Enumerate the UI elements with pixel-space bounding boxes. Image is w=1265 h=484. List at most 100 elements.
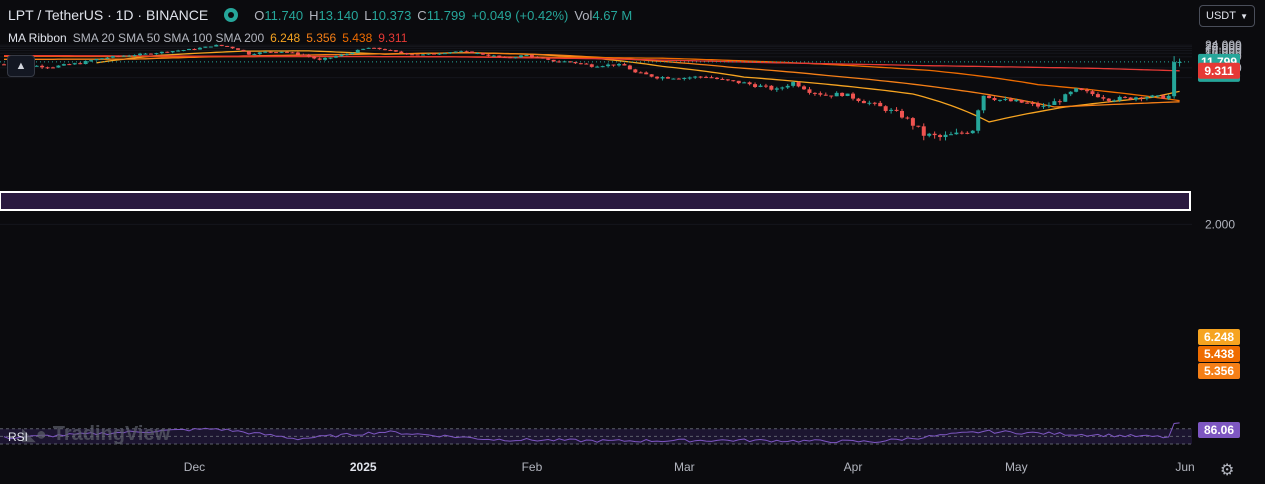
candle-body[interactable] (361, 48, 366, 50)
candle-body[interactable] (1063, 94, 1068, 102)
candle-body[interactable] (851, 93, 856, 99)
candle-body[interactable] (698, 76, 703, 78)
candle-body[interactable] (437, 53, 442, 55)
candle-body[interactable] (627, 65, 632, 70)
candle-body[interactable] (203, 46, 208, 48)
candle-body[interactable] (867, 102, 872, 104)
candle-body[interactable] (709, 77, 714, 79)
candle-body[interactable] (426, 53, 431, 55)
candle-body[interactable] (382, 49, 387, 51)
candle-body[interactable] (502, 56, 507, 58)
candle-body[interactable] (181, 50, 186, 52)
candle-body[interactable] (72, 63, 77, 65)
candle-body[interactable] (121, 55, 126, 57)
candle-body[interactable] (976, 110, 981, 131)
symbol-title[interactable]: LPT / TetherUS · 1D · BINANCE (8, 7, 209, 23)
candle-body[interactable] (524, 55, 529, 57)
candle-body[interactable] (725, 79, 730, 81)
candle-body[interactable] (769, 85, 774, 90)
candle-body[interactable] (1068, 91, 1073, 95)
candle-body[interactable] (992, 98, 997, 101)
candle-body[interactable] (796, 82, 801, 87)
candle-body[interactable] (638, 72, 643, 74)
candle-body[interactable] (948, 134, 953, 136)
candle-body[interactable] (899, 110, 904, 118)
candle-body[interactable] (938, 135, 943, 138)
candle-body[interactable] (491, 55, 496, 57)
candle-body[interactable] (442, 53, 447, 55)
candle-body[interactable] (840, 92, 845, 97)
candle-body[interactable] (480, 52, 485, 55)
candle-body[interactable] (845, 93, 850, 97)
candle-body[interactable] (1052, 101, 1057, 105)
candle-body[interactable] (268, 51, 273, 53)
candle-body[interactable] (1134, 97, 1139, 100)
candle-body[interactable] (807, 89, 812, 93)
candle-body[interactable] (148, 53, 153, 55)
candle-body[interactable] (1014, 100, 1019, 102)
candle-body[interactable] (252, 54, 257, 56)
candle-body[interactable] (459, 51, 464, 53)
candle-body[interactable] (791, 82, 796, 86)
candle-body[interactable] (312, 56, 317, 59)
candle-body[interactable] (856, 98, 861, 102)
candle-body[interactable] (317, 58, 322, 60)
candle-body[interactable] (932, 133, 937, 136)
candle-body[interactable] (197, 47, 202, 50)
rsi-label[interactable]: RSI (8, 430, 29, 444)
candle-body[interactable] (529, 55, 534, 58)
candle-body[interactable] (475, 52, 480, 54)
candle-body[interactable] (682, 77, 687, 79)
candle-body[interactable] (94, 58, 99, 61)
candle-body[interactable] (671, 78, 676, 80)
candle-body[interactable] (714, 77, 719, 79)
candle-body[interactable] (192, 48, 197, 50)
candle-body[interactable] (780, 87, 785, 89)
candle-body[interactable] (45, 67, 50, 69)
candle-body[interactable] (889, 109, 894, 111)
candle-body[interactable] (568, 61, 573, 63)
candle-body[interactable] (116, 56, 121, 58)
collapse-legend-button[interactable]: ▲ (7, 55, 35, 77)
candle-body[interactable] (34, 65, 39, 67)
candle-body[interactable] (758, 85, 763, 87)
candle-body[interactable] (214, 44, 219, 47)
candle-body[interactable] (127, 55, 132, 57)
candle-body[interactable] (1112, 100, 1117, 102)
resistance-zone[interactable] (0, 191, 1191, 211)
candle-body[interactable] (704, 76, 709, 78)
candle-body[interactable] (970, 130, 975, 134)
candle-body[interactable] (372, 47, 377, 49)
candle-body[interactable] (1095, 94, 1100, 98)
candle-body[interactable] (731, 80, 736, 82)
candle-body[interactable] (878, 102, 883, 107)
candle-body[interactable] (295, 52, 300, 55)
candle-body[interactable] (366, 47, 371, 49)
candle-body[interactable] (959, 132, 964, 134)
candle-body[interactable] (83, 60, 88, 65)
candle-body[interactable] (606, 64, 611, 67)
candle-body[interactable] (1101, 97, 1106, 99)
candle-body[interactable] (1025, 102, 1030, 104)
gear-icon[interactable]: ⚙ (1220, 462, 1235, 479)
candle-body[interactable] (589, 64, 594, 67)
candle-body[interactable] (1117, 96, 1122, 101)
candle-body[interactable] (187, 48, 192, 51)
candle-body[interactable] (486, 54, 491, 56)
candle-body[interactable] (551, 59, 556, 62)
candle-body[interactable] (1166, 95, 1171, 99)
candle-body[interactable] (823, 94, 828, 96)
candle-body[interactable] (655, 76, 660, 79)
candle-body[interactable] (508, 57, 513, 59)
candle-body[interactable] (333, 56, 338, 58)
candle-body[interactable] (154, 53, 159, 55)
candle-body[interactable] (1161, 95, 1166, 99)
candle-body[interactable] (110, 56, 115, 58)
candle-body[interactable] (241, 49, 246, 52)
candle-body[interactable] (138, 53, 143, 56)
candle-body[interactable] (399, 51, 404, 53)
candle-body[interactable] (306, 54, 311, 57)
candle-body[interactable] (557, 61, 562, 63)
candle-body[interactable] (410, 54, 415, 56)
